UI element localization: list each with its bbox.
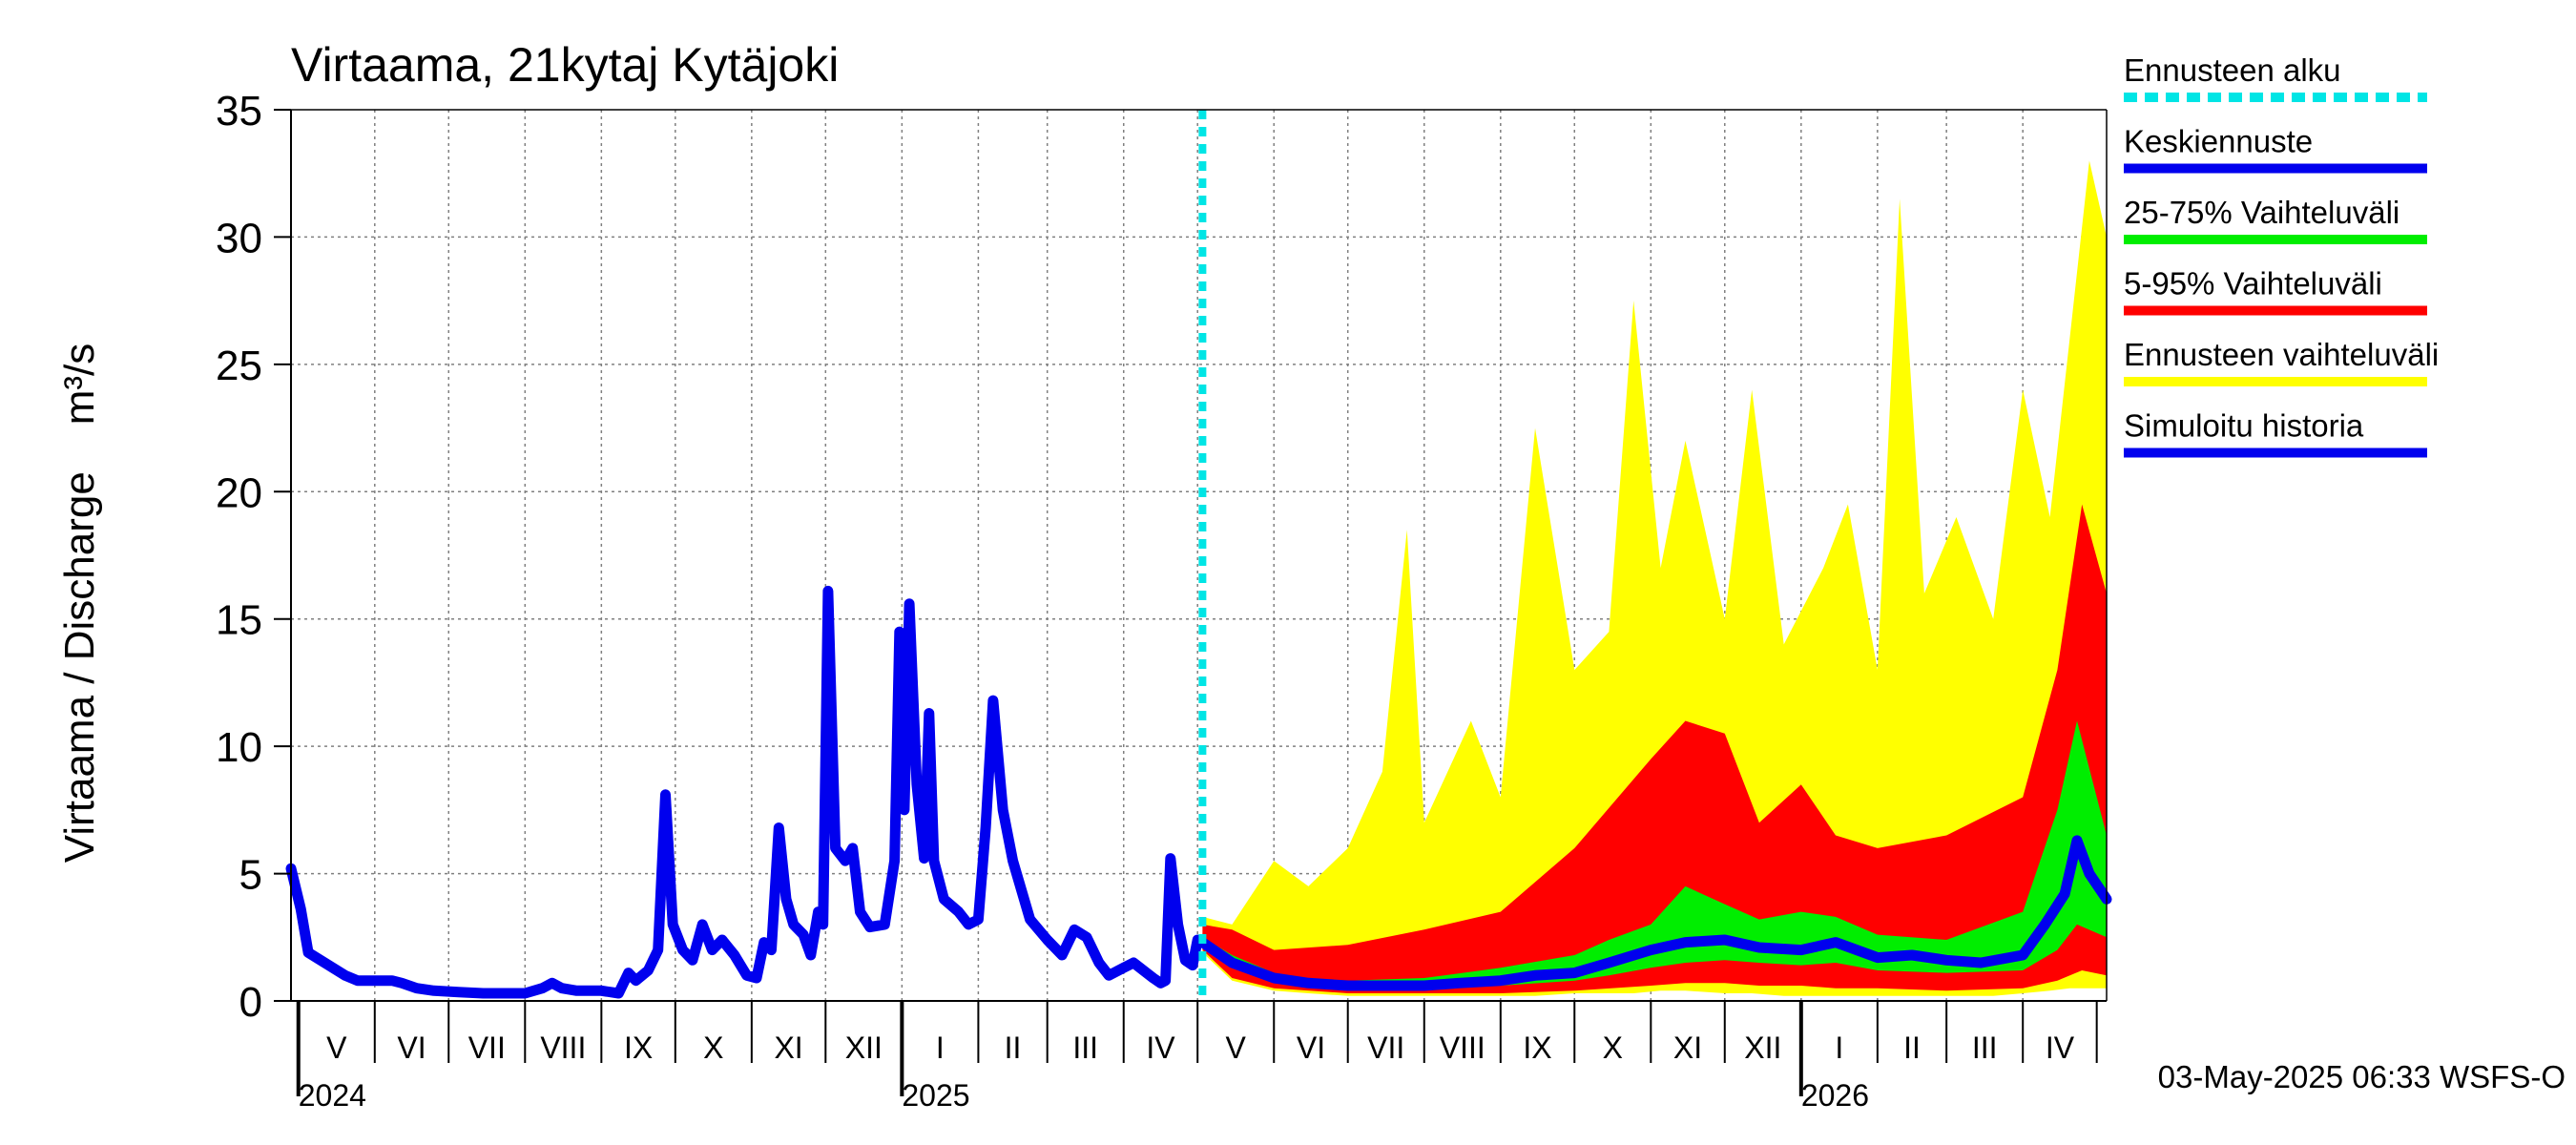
month-label: VII bbox=[1367, 1030, 1404, 1065]
month-label: III bbox=[1072, 1030, 1098, 1065]
month-label: IX bbox=[1523, 1030, 1551, 1065]
legend-label: 5-95% Vaihteluväli bbox=[2124, 266, 2382, 302]
legend: Ennusteen alku Keskiennuste 25-75% Vaihtel… bbox=[2124, 52, 2439, 458]
y-tick-label: 0 bbox=[239, 979, 262, 1026]
month-label: IV bbox=[1146, 1030, 1175, 1065]
month-label: VII bbox=[468, 1030, 506, 1065]
year-label: 2025 bbox=[902, 1078, 969, 1113]
legend-label: Ennusteen vaihteluväli bbox=[2124, 337, 2439, 372]
month-label: VIII bbox=[540, 1030, 586, 1065]
month-label: V bbox=[1226, 1030, 1247, 1065]
month-label: X bbox=[703, 1030, 723, 1065]
chart-title: Virtaama, 21kytaj Kytäjoki bbox=[291, 38, 839, 92]
month-label: XI bbox=[774, 1030, 802, 1065]
month-label: XII bbox=[845, 1030, 883, 1065]
y-tick-label: 30 bbox=[216, 215, 262, 261]
legend-label: Simuloitu historia bbox=[2124, 408, 2364, 444]
legend-label: Keskiennuste bbox=[2124, 124, 2313, 159]
series-lines bbox=[285, 110, 2112, 1001]
simulated-history-line bbox=[285, 585, 1208, 999]
month-label: III bbox=[1972, 1030, 1998, 1065]
month-label: XI bbox=[1673, 1030, 1702, 1065]
month-label: V bbox=[326, 1030, 347, 1065]
axes bbox=[274, 109, 2108, 1096]
y-tick-label: 15 bbox=[216, 597, 262, 644]
month-label: VI bbox=[397, 1030, 426, 1065]
month-label: II bbox=[1005, 1030, 1022, 1065]
month-label: IV bbox=[2046, 1030, 2075, 1065]
month-label: IX bbox=[624, 1030, 653, 1065]
y-tick-label: 20 bbox=[216, 469, 262, 516]
y-tick-label: 25 bbox=[216, 343, 262, 389]
month-label: VIII bbox=[1440, 1030, 1485, 1065]
band-ennusteen-vaihteluv-li bbox=[1202, 160, 2107, 996]
month-label: XII bbox=[1744, 1030, 1781, 1065]
month-label: I bbox=[1835, 1030, 1843, 1065]
year-label: 2026 bbox=[1801, 1078, 1869, 1113]
footer-timestamp: 03-May-2025 06:33 WSFS-O bbox=[2158, 1059, 2566, 1094]
legend-label: 25-75% Vaihteluväli bbox=[2124, 195, 2399, 230]
year-label: 2024 bbox=[299, 1078, 366, 1113]
month-label: I bbox=[936, 1030, 945, 1065]
y-tick-label: 5 bbox=[239, 852, 262, 899]
month-label: VI bbox=[1297, 1030, 1325, 1065]
legend-label: Ennusteen alku bbox=[2124, 52, 2341, 88]
y-tick-label: 10 bbox=[216, 724, 262, 771]
month-label: II bbox=[1903, 1030, 1921, 1065]
y-tick-label: 35 bbox=[216, 88, 262, 135]
mean-forecast-line bbox=[1196, 835, 2112, 991]
y-axis-label: Virtaama / Discharge m³/s bbox=[56, 344, 103, 863]
month-label: X bbox=[1603, 1030, 1623, 1065]
band-5-95-vaihteluv-li bbox=[1202, 504, 2107, 993]
